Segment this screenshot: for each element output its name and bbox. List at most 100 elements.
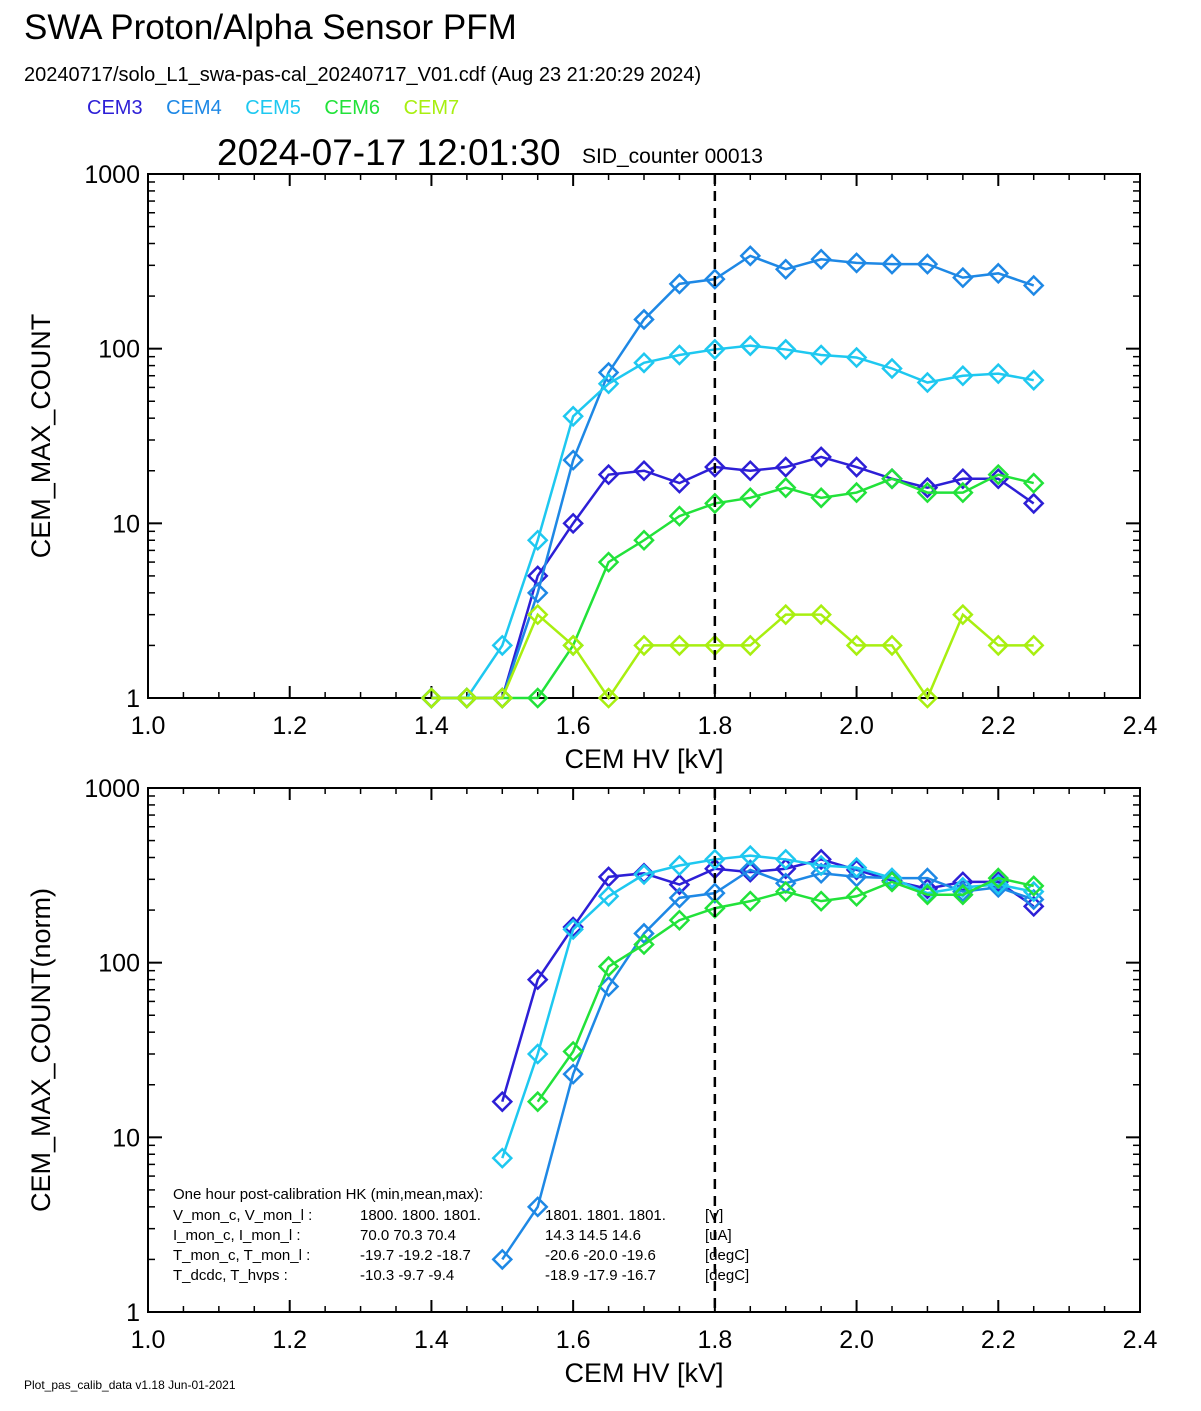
series-line-cem7 — [431, 612, 1034, 701]
data-point-cem5 — [597, 885, 620, 908]
data-point-cem3 — [491, 1090, 514, 1113]
data-point-cem6 — [952, 883, 974, 906]
hk-row-left-values: 70.0 70.3 70.4 — [360, 1227, 456, 1244]
data-point-cem7 — [774, 603, 797, 626]
data-point-cem7 — [810, 603, 832, 626]
data-point-cem7 — [987, 634, 1010, 657]
data-point-cem5 — [526, 1043, 549, 1065]
data-point-cem4 — [916, 253, 939, 275]
data-point-cem4 — [704, 268, 726, 290]
data-point-cem5 — [774, 848, 797, 871]
data-point-cem3 — [668, 472, 691, 494]
data-point-cem4 — [668, 887, 691, 909]
plot-frame — [147, 173, 1141, 699]
hk-row-right-values: -20.6 -20.0 -19.6 — [545, 1247, 656, 1264]
hk-row-unit: [degC] — [705, 1247, 749, 1264]
legend-item-cem4: CEM4 — [166, 97, 222, 119]
data-point-cem3 — [704, 456, 726, 478]
data-point-cem6 — [952, 481, 974, 504]
data-point-cem5 — [845, 346, 868, 369]
hk-row-left-values: -10.3 -9.7 -9.4 — [360, 1267, 454, 1284]
data-point-cem4 — [774, 258, 797, 280]
hk-row-label: T_dcdc, T_hvps : — [173, 1267, 288, 1284]
data-point-cem7 — [845, 634, 868, 657]
data-point-cem7 — [597, 687, 620, 709]
legend: CEM3 CEM4 CEM5 CEM6 CEM7 — [87, 97, 477, 120]
data-point-cem6 — [845, 885, 868, 908]
data-point-cem4 — [1022, 274, 1045, 297]
hk-row-unit: [uA] — [705, 1227, 732, 1244]
x-tick-label: 2.2 — [981, 1326, 1016, 1354]
data-point-cem6 — [597, 551, 620, 573]
data-point-cem5 — [774, 338, 797, 361]
data-point-cem6 — [739, 890, 762, 912]
data-point-cem7 — [562, 634, 584, 657]
x-tick-label: 2.4 — [1123, 1326, 1158, 1354]
data-point-cem6 — [1022, 875, 1045, 897]
data-point-cem4 — [491, 1248, 514, 1271]
data-point-cem5 — [704, 338, 726, 361]
legend-item-cem6: CEM6 — [324, 97, 380, 119]
data-point-cem6 — [810, 890, 832, 912]
data-point-cem6 — [739, 487, 762, 509]
y-tick-label: 1 — [126, 685, 140, 713]
data-point-cem5 — [952, 364, 974, 387]
data-point-cem6 — [881, 871, 903, 893]
x-tick-label: 2.4 — [1123, 712, 1158, 740]
data-point-cem6 — [704, 897, 726, 919]
data-point-cem3 — [810, 848, 832, 871]
data-point-cem3 — [668, 873, 691, 896]
y-tick-label: 1 — [126, 1299, 140, 1327]
data-point-cem4 — [526, 582, 549, 604]
data-point-cem6 — [562, 1040, 584, 1063]
y-tick-label: 10 — [112, 1124, 140, 1152]
data-point-cem3 — [952, 467, 974, 490]
data-point-cem3 — [1022, 492, 1045, 515]
data-point-cem4 — [987, 262, 1010, 285]
data-point-cem5 — [810, 344, 832, 366]
data-point-cem7 — [526, 603, 549, 626]
data-point-cem7 — [952, 603, 974, 626]
data-point-cem6 — [916, 883, 939, 906]
data-point-cem6 — [987, 463, 1010, 486]
data-point-cem5 — [881, 357, 903, 380]
data-point-cem4 — [597, 361, 620, 384]
data-point-cem4 — [881, 253, 903, 275]
hk-row-left-values: 1800. 1800. 1801. — [360, 1207, 481, 1224]
data-point-cem4 — [633, 922, 655, 945]
legend-item-cem3: CEM3 — [87, 97, 143, 119]
data-point-cem4 — [810, 248, 832, 271]
data-point-cem6 — [704, 492, 726, 515]
data-point-cem3 — [526, 968, 549, 991]
data-point-cem3 — [562, 512, 584, 535]
data-point-cem7 — [739, 634, 762, 657]
hk-heading: One hour post-calibration HK (min,mean,m… — [173, 1186, 483, 1203]
plot-timestamp: 2024-07-17 12:01:30 — [217, 132, 561, 173]
footer-version: Plot_pas_calib_data v1.18 Jun-01-2021 — [24, 1378, 236, 1392]
data-point-cem4 — [952, 266, 974, 289]
data-point-cem5 — [597, 372, 620, 395]
data-point-cem5 — [491, 1147, 514, 1169]
data-point-cem6 — [633, 529, 655, 552]
data-point-cem4 — [739, 859, 762, 881]
data-point-cem5 — [810, 854, 832, 877]
series-line-cem4 — [501, 868, 1035, 1261]
data-point-cem5 — [704, 848, 726, 871]
hk-row-right-values: 14.3 14.5 14.6 — [545, 1227, 641, 1244]
data-point-cem5 — [633, 863, 655, 886]
data-point-cem4 — [562, 1063, 584, 1085]
data-point-cem6 — [526, 687, 549, 709]
hk-row-right-values: -18.9 -17.9 -16.7 — [545, 1267, 656, 1284]
data-point-cem4 — [668, 273, 691, 295]
x-tick-label: 1.8 — [697, 1326, 732, 1354]
data-point-cem3 — [845, 456, 868, 478]
data-point-cem6 — [1022, 472, 1045, 494]
data-point-cem5 — [916, 371, 939, 394]
y-axis-label: CEM_MAX_COUNT — [26, 314, 56, 559]
data-point-cem3 — [916, 877, 939, 900]
data-point-cem6 — [597, 955, 620, 978]
data-point-cem7 — [420, 687, 443, 709]
x-axis-label: CEM HV [kV] — [564, 744, 723, 774]
file-subtitle: 20240717/solo_L1_swa-pas-cal_20240717_V0… — [24, 64, 702, 86]
